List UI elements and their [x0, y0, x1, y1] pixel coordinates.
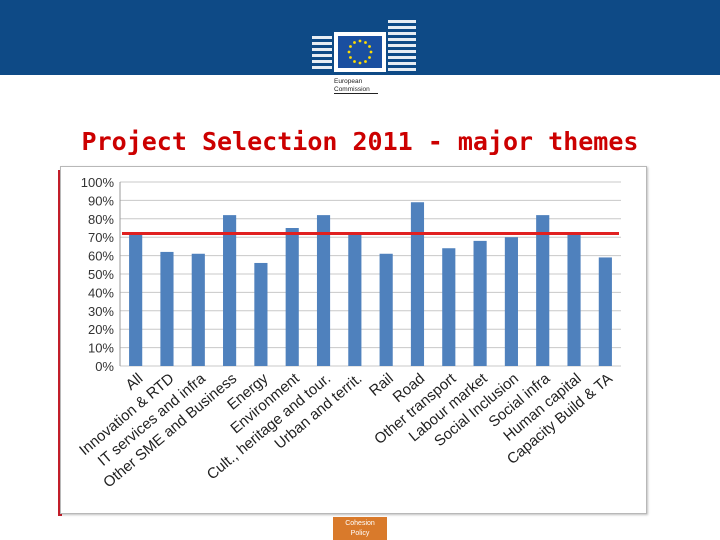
eu-star [364, 60, 367, 63]
y-tick-label: 20% [88, 322, 114, 337]
eu-star [358, 39, 362, 43]
footer-line-1: Cohesion [345, 520, 375, 527]
bar-other-transport [442, 248, 456, 366]
eu-star [369, 50, 373, 54]
bar-urban-and-territ [348, 233, 362, 366]
bar-labour-market [473, 240, 487, 366]
y-tick-label: 40% [88, 285, 114, 300]
bar-capacity-build-ta [598, 257, 612, 366]
eu-star [349, 56, 352, 59]
bar-chart: 0%10%20%30%40%50%60%70%80%90%100%AllInno… [76, 175, 621, 491]
y-tick-label: 70% [88, 230, 114, 245]
bar-social-inclusion [504, 237, 518, 366]
footer-line-2: Policy [350, 530, 370, 537]
y-tick-label: 100% [81, 175, 115, 190]
eu-star [353, 60, 356, 63]
logo-line-2: Commission [334, 86, 370, 93]
eu-star [364, 41, 367, 44]
cohesion-policy-badge: Cohesion Policy [333, 517, 387, 540]
y-tick-label: 0% [95, 359, 114, 374]
eu-star [368, 45, 371, 48]
eu-star [347, 50, 351, 54]
chart-container: 0% 10% 20% 30% 40% 50% 60% 70% 80% 90% 100% All Inno… [60, 166, 647, 514]
bar-rail [379, 253, 393, 366]
y-tick-label: 30% [88, 304, 114, 319]
eu-star [349, 45, 352, 48]
y-tick-label: 50% [88, 267, 114, 282]
page-title: Project Selection 2011 - major themes [81, 127, 639, 156]
eu-star [353, 41, 356, 44]
bar-other-sme-and-business [223, 215, 237, 366]
bar-cult-heritage-and-tour [316, 215, 331, 366]
bar-innovation-rtd [160, 251, 174, 366]
bar-social-infra [536, 215, 550, 366]
eu-star [358, 61, 362, 65]
y-tick-label: 60% [88, 249, 114, 264]
bar-energy [254, 262, 268, 366]
y-tick-label: 90% [88, 193, 114, 208]
bar-it-services-and-infra [191, 253, 205, 366]
logo-line-1: European [334, 78, 363, 85]
eu-star [368, 56, 371, 59]
y-tick-label: 80% [88, 212, 114, 227]
bar-environment [285, 228, 299, 366]
y-tick-label: 10% [88, 341, 114, 356]
bar-human-capital [567, 233, 581, 366]
bar-road [410, 202, 425, 366]
bar-all [129, 233, 143, 366]
european-commission-logo-icon: European Commission [312, 20, 416, 94]
